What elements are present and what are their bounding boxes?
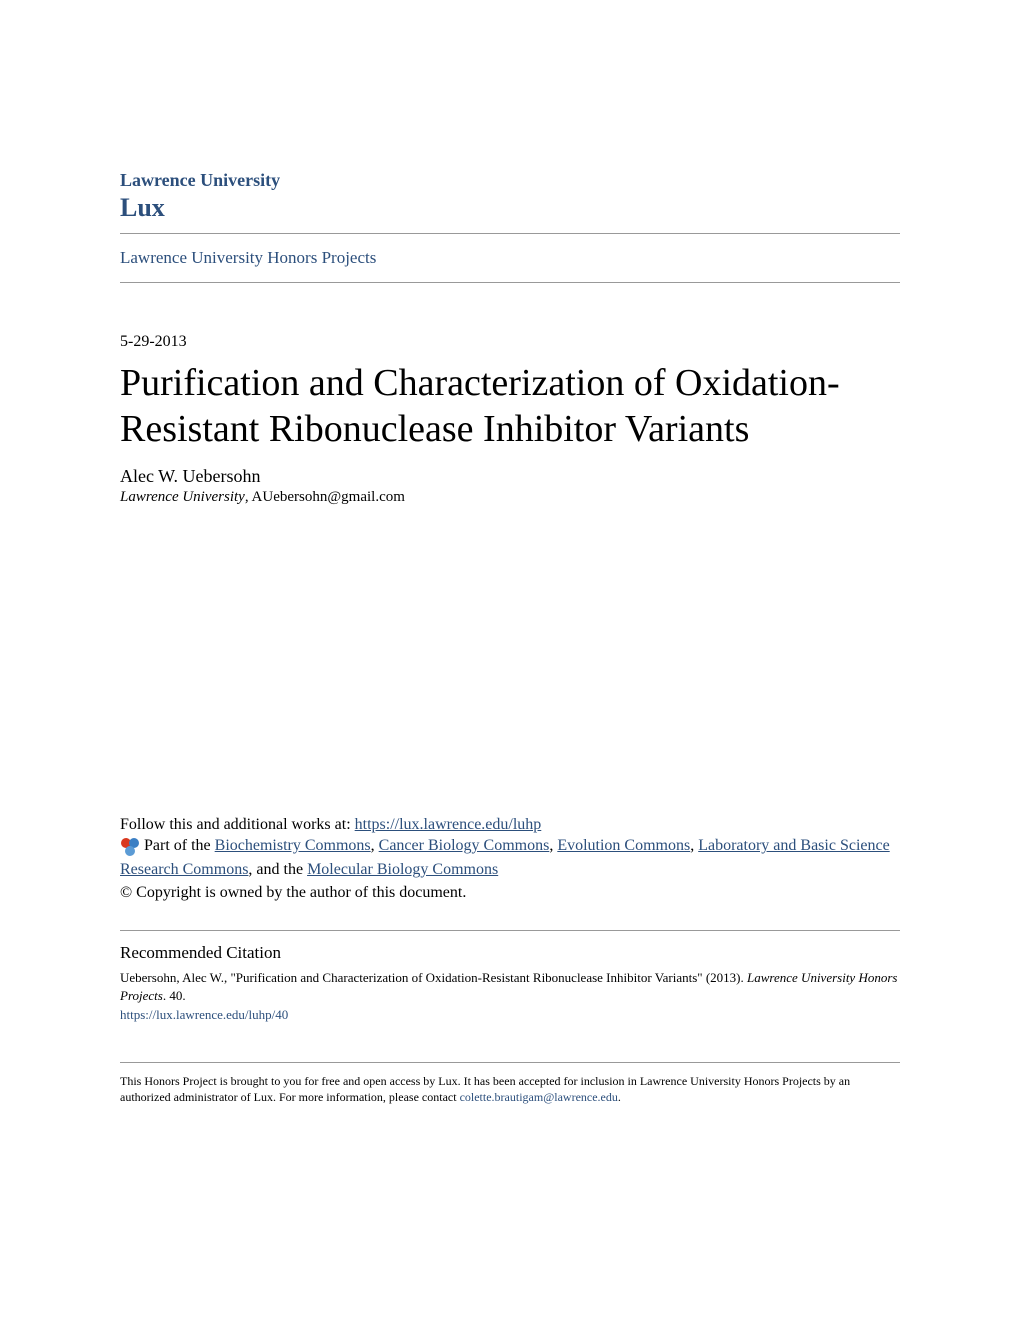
- copyright-notice: © Copyright is owned by the author of th…: [120, 884, 900, 902]
- citation-url-link[interactable]: https://lux.lawrence.edu/luhp/40: [120, 1007, 288, 1022]
- footer-section: This Honors Project is brought to you fo…: [120, 1062, 900, 1107]
- citation-part2: . 40.: [163, 988, 186, 1003]
- follow-prefix: Follow this and additional works at:: [120, 816, 355, 833]
- commons-link-4[interactable]: Molecular Biology Commons: [307, 861, 498, 878]
- author-separator: ,: [245, 489, 252, 505]
- network-icon: [120, 837, 140, 857]
- citation-heading: Recommended Citation: [120, 943, 900, 963]
- follow-section: Follow this and additional works at: htt…: [120, 816, 900, 902]
- divider-mid: [120, 282, 900, 283]
- commons-link-1[interactable]: Cancer Biology Commons: [379, 837, 550, 854]
- author-name: Alec W. Uebersohn: [120, 466, 900, 487]
- footer-contact-link[interactable]: colette.brautigam@lawrence.edu: [460, 1090, 618, 1104]
- document-metadata: 5-29-2013 Purification and Characterizat…: [120, 333, 900, 506]
- commons-line: Part of the Biochemistry Commons, Cancer…: [120, 834, 900, 882]
- author-affiliation: Lawrence University, AUebersohn@gmail.co…: [120, 489, 900, 506]
- part-of-prefix: Part of the: [144, 837, 215, 854]
- sep-0: ,: [371, 837, 379, 854]
- institution-name: Lawrence University: [120, 170, 900, 191]
- author-email: AUebersohn@gmail.com: [252, 489, 405, 505]
- citation-part1: Uebersohn, Alec W., "Purification and Ch…: [120, 970, 747, 985]
- citation-text: Uebersohn, Alec W., "Purification and Ch…: [120, 969, 900, 1005]
- collection-link[interactable]: Lawrence University Honors Projects: [120, 248, 376, 267]
- follow-line: Follow this and additional works at: htt…: [120, 816, 900, 834]
- collection-row: Lawrence University Honors Projects: [120, 234, 900, 282]
- author-institution: Lawrence University: [120, 489, 245, 505]
- follow-url-link[interactable]: https://lux.lawrence.edu/luhp: [355, 816, 542, 833]
- footer-text: This Honors Project is brought to you fo…: [120, 1073, 900, 1107]
- and-the: , and the: [248, 861, 307, 878]
- header-block: Lawrence University Lux Lawrence Univers…: [120, 170, 900, 283]
- commons-link-0[interactable]: Biochemistry Commons: [215, 837, 371, 854]
- document-date: 5-29-2013: [120, 333, 900, 351]
- repository-name[interactable]: Lux: [120, 193, 900, 223]
- footer-part2: .: [618, 1090, 621, 1104]
- document-title: Purification and Characterization of Oxi…: [120, 361, 900, 452]
- commons-link-2[interactable]: Evolution Commons: [557, 837, 690, 854]
- citation-section: Recommended Citation Uebersohn, Alec W.,…: [120, 930, 900, 1023]
